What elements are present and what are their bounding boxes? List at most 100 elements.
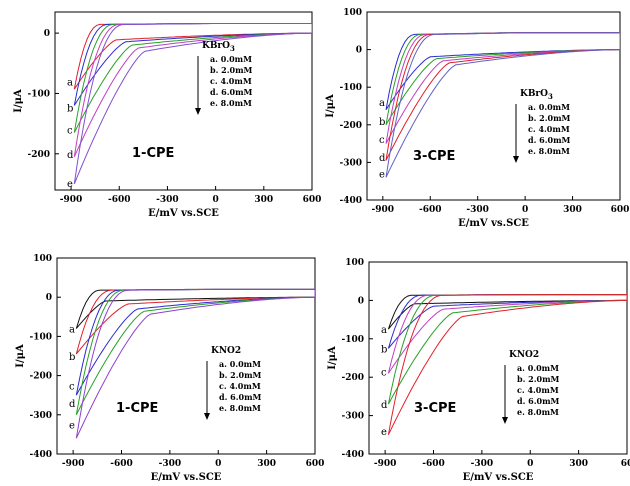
- reagent-label: KBrO3: [520, 89, 553, 101]
- legend-entry: e. 8.0mM: [517, 407, 559, 417]
- y-axis-label: I/μA: [325, 94, 336, 118]
- x-tick-label: 0: [212, 195, 218, 205]
- legend-arrow-head: [195, 108, 201, 115]
- y-tick-label: -200: [27, 150, 50, 160]
- y-tick-label: -400: [339, 196, 362, 206]
- legend-entry: e. 8.0mM: [210, 98, 252, 108]
- y-axis-label: I/μA: [327, 346, 338, 370]
- electrode-label: 1-CPE: [116, 401, 158, 416]
- y-axis-label: I/μA: [13, 89, 24, 113]
- y-tick-label: 100: [345, 258, 364, 268]
- x-tick-label: -900: [374, 459, 397, 469]
- curve-label-d: d: [67, 150, 74, 161]
- series-line-e: [75, 288, 315, 439]
- y-axis-label: I/μA: [15, 344, 26, 368]
- y-tick-label: -100: [339, 83, 362, 93]
- curve-label-e: e: [381, 427, 387, 438]
- x-axis-label: E/mV vs.SCE: [458, 218, 529, 229]
- x-tick-label: 60: [621, 459, 630, 469]
- legend-entry: b. 2.0mM: [517, 374, 560, 384]
- curve-label-e: e: [379, 170, 385, 181]
- curve-label-b: b: [69, 352, 75, 363]
- x-tick-label: 300: [569, 459, 588, 469]
- legend-entry: a. 0.0mM: [210, 54, 252, 64]
- x-tick-label: -300: [156, 195, 179, 205]
- legend-entry: c. 4.0mM: [528, 124, 570, 134]
- curve-label-d: d: [69, 399, 76, 410]
- x-axis-label: E/mV vs.SCE: [151, 472, 222, 483]
- x-tick-label: -300: [466, 205, 489, 215]
- y-tick-label: 0: [356, 46, 362, 56]
- series-line-e: [385, 32, 620, 178]
- y-tick-label: -200: [29, 372, 52, 382]
- curve-label-c: c: [67, 126, 73, 137]
- x-axis-label: E/mV vs.SCE: [148, 208, 219, 219]
- x-tick-label: 300: [563, 205, 582, 215]
- curve-label-a: a: [69, 325, 75, 336]
- series-line-e: [73, 23, 312, 185]
- curve-label-e: e: [69, 421, 75, 432]
- legend-entry: a. 0.0mM: [528, 102, 570, 112]
- legend-arrow-head: [502, 417, 508, 424]
- series-line-c: [385, 32, 620, 144]
- curve-label-b: b: [381, 344, 387, 355]
- y-tick-label: -300: [341, 412, 364, 422]
- legend-entry: d. 6.0mM: [517, 396, 560, 406]
- x-tick-label: 600: [303, 195, 322, 205]
- series-line-d: [385, 32, 620, 161]
- x-tick-label: -600: [422, 459, 445, 469]
- x-tick-label: 300: [257, 459, 276, 469]
- curve-label-a: a: [379, 98, 385, 109]
- reagent-label: KNO2: [509, 350, 539, 360]
- x-tick-label: -600: [108, 195, 131, 205]
- legend-entry: c. 4.0mM: [517, 385, 559, 395]
- panel-1: -900 -600 -300 0 300 600 0 -100 -200 E/mV vs.SCE I…: [13, 11, 322, 219]
- panel-2: -900 -600 -300 0 300 600 100 0 -100 -200 -300 -400 E…: [325, 8, 629, 229]
- x-tick-label: -900: [62, 459, 85, 469]
- series-line-a: [75, 288, 315, 329]
- y-tick-label: 0: [44, 29, 50, 39]
- y-tick-label: 0: [46, 293, 52, 303]
- y-tick-label: 100: [343, 8, 362, 18]
- legend-arrow-head: [204, 413, 210, 420]
- legend-entry: d. 6.0mM: [219, 392, 262, 402]
- reagent-label: KNO2: [211, 346, 241, 356]
- x-tick-label: 0: [527, 459, 533, 469]
- x-tick-label: -300: [159, 459, 182, 469]
- legend-entry: c. 4.0mM: [219, 381, 261, 391]
- electrode-label: 3-CPE: [413, 149, 455, 164]
- x-tick-label: 600: [306, 459, 325, 469]
- x-tick-label: -300: [471, 459, 494, 469]
- legend-entry: a. 0.0mM: [517, 363, 559, 373]
- y-tick-label: -400: [29, 450, 52, 460]
- plot-frame: [368, 261, 628, 455]
- x-tick-label: 0: [215, 459, 221, 469]
- legend-entry: a. 0.0mM: [219, 359, 261, 369]
- curve-label-b: b: [67, 103, 73, 114]
- x-tick-label: -900: [372, 205, 395, 215]
- panel-4: -900 -600 -300 0 300 60 100 0 -100 -200 -300 -400 E/…: [327, 258, 630, 483]
- legend-entry: e. 8.0mM: [528, 146, 570, 156]
- series-line-e: [387, 294, 627, 436]
- x-tick-label: -600: [110, 459, 133, 469]
- y-tick-label: -200: [339, 121, 362, 131]
- series-line-b: [387, 294, 627, 349]
- y-tick-label: 0: [358, 296, 364, 306]
- electrode-label: 3-CPE: [414, 401, 456, 416]
- legend-entry: b. 2.0mM: [219, 370, 262, 380]
- y-tick-label: -300: [29, 411, 52, 421]
- curve-label-a: a: [67, 77, 73, 88]
- y-tick-label: -400: [341, 450, 364, 460]
- series-line-d: [75, 288, 315, 416]
- x-tick-label: 0: [522, 205, 528, 215]
- electrode-label: 1-CPE: [132, 146, 174, 161]
- y-tick-label: -100: [29, 332, 52, 342]
- plot-frame: [54, 11, 313, 191]
- reagent-label: KBrO3: [202, 41, 235, 53]
- curve-label-c: c: [381, 367, 387, 378]
